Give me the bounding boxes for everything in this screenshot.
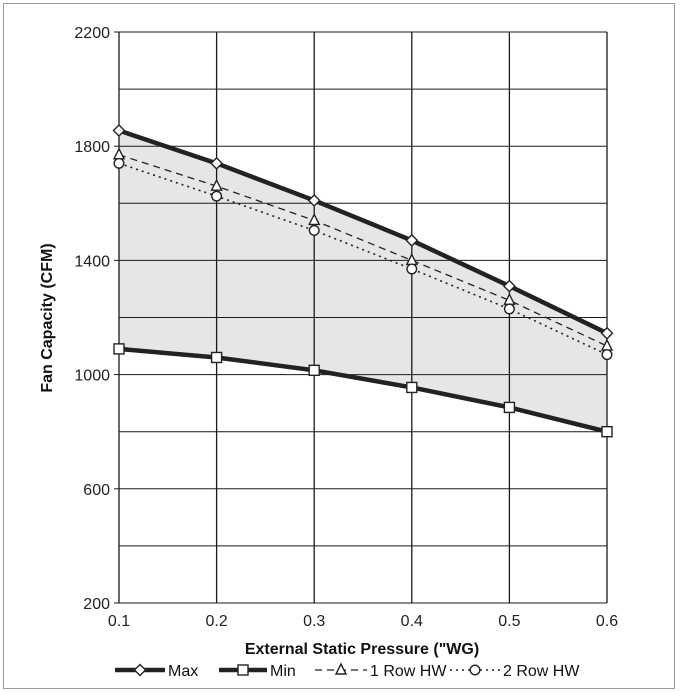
legend-marker-max [133, 663, 147, 677]
y-axis-label: Fan Capacity (CFM) [39, 243, 56, 392]
data-point-min [113, 343, 125, 355]
data-point-2-row-hw [503, 303, 515, 315]
data-point-1-row-hw [308, 212, 321, 226]
legend-marker-min [237, 664, 249, 676]
y-tick-label: 200 [83, 596, 110, 613]
x-tick-label: 0.6 [596, 613, 618, 630]
data-point-max [405, 233, 419, 247]
data-point-2-row-hw [406, 263, 418, 275]
legend-label-min: Min [270, 663, 296, 680]
data-point-min [503, 401, 516, 414]
series-line-1-row-hw [118, 154, 608, 347]
x-tick-label: 0.4 [401, 613, 423, 630]
y-tick-label: 1000 [74, 368, 110, 385]
y-tick-label: 1400 [74, 253, 110, 270]
data-point-min [308, 364, 320, 377]
legend-marker-1-row-hw [334, 662, 348, 675]
y-tick-label: 600 [83, 482, 110, 499]
data-point-max [307, 193, 321, 207]
legend: Max Min 1 Row HW 2 Row HW [115, 662, 580, 680]
data-point-max [210, 156, 224, 170]
data-point-2-row-hw [113, 157, 125, 169]
x-tick-label: 0.5 [498, 613, 520, 630]
legend-marker-2-row-hw [469, 664, 481, 676]
series-line-2-row-hw [118, 162, 608, 356]
series-line-max [118, 128, 608, 336]
legend-label-2-row-hw: 2 Row HW [503, 663, 580, 680]
legend-label-1-row-hw: 1 Row HW [370, 663, 447, 680]
y-tick-label: 2200 [74, 25, 110, 42]
figure-frame [3, 3, 675, 689]
data-point-2-row-hw [211, 190, 223, 202]
x-tick-label: 0.3 [303, 613, 325, 630]
data-point-max [502, 279, 516, 293]
y-tick-label: 1800 [74, 139, 110, 156]
data-point-min [210, 351, 223, 364]
data-point-2-row-hw [601, 349, 613, 361]
x-tick-label: 0.1 [108, 613, 130, 630]
x-axis-label: External Static Pressure ("WG) [245, 641, 479, 658]
data-point-min [406, 381, 418, 394]
x-tick-label: 0.2 [205, 613, 227, 630]
data-point-min [601, 426, 613, 438]
shaded-range [119, 130, 607, 432]
data-point-1-row-hw [210, 178, 223, 191]
data-point-2-row-hw [308, 224, 320, 236]
legend-label-max: Max [168, 663, 198, 680]
data-point-max [112, 124, 126, 137]
series-line-min [118, 346, 608, 434]
